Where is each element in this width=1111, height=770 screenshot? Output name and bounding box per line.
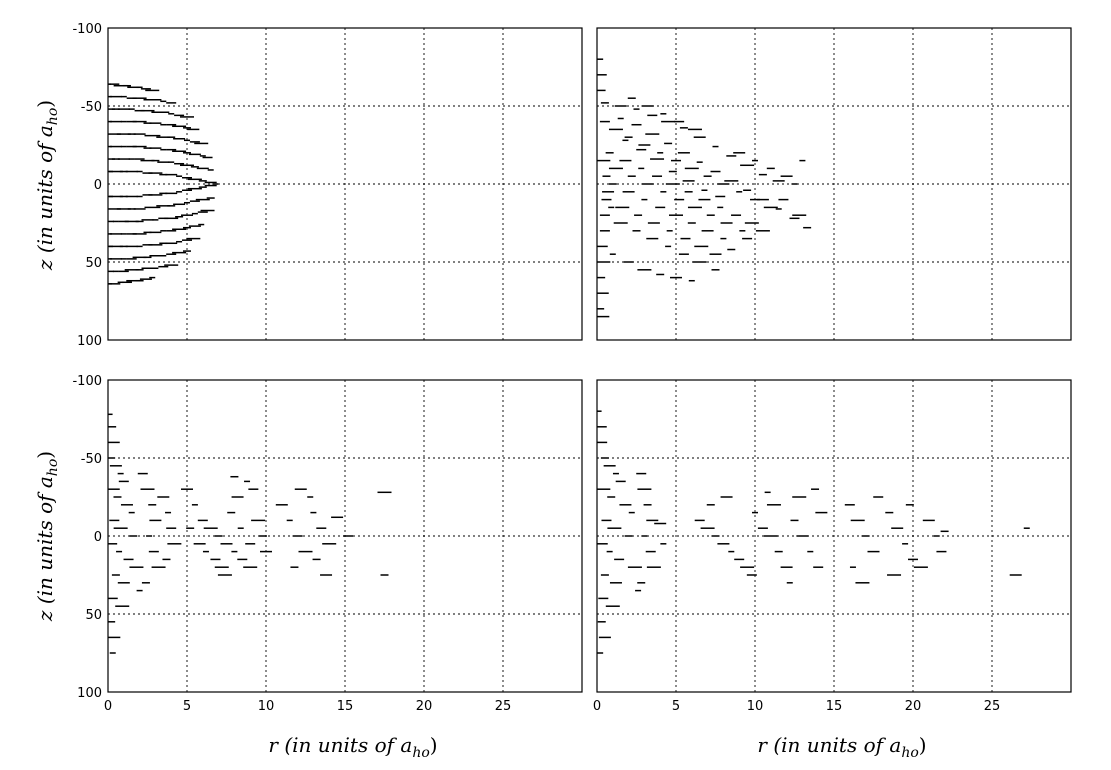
panel-top-right xyxy=(596,27,1072,341)
y-tick-label: 100 xyxy=(77,334,102,349)
x-tick-label: 10 xyxy=(258,699,275,714)
x-tick-label: 25 xyxy=(495,699,512,714)
series-bottom-left xyxy=(108,413,392,654)
y-tick-label: -100 xyxy=(72,374,102,389)
y-axis-label-top: z (in units of aho) xyxy=(33,100,61,271)
x-tick-label: 5 xyxy=(672,699,680,714)
x-tick-label: 20 xyxy=(905,699,922,714)
series-top-left xyxy=(108,83,219,285)
y-tick-label: -50 xyxy=(81,100,102,115)
y-tick-label: 100 xyxy=(77,686,102,701)
panel-top-left: -100 -50 0 50 100 xyxy=(72,22,583,349)
y-tick-label: 0 xyxy=(94,530,102,545)
y-tick-label: 0 xyxy=(94,178,102,193)
y-axis-label-bottom: z (in units of aho) xyxy=(33,451,61,622)
plot-frame xyxy=(107,379,583,693)
y-tick-label: -100 xyxy=(72,22,102,37)
x-tick-label: 15 xyxy=(826,699,843,714)
plot-frame xyxy=(107,27,583,341)
x-axis-label-right: r (in units of aho) xyxy=(757,733,926,761)
plot-frame xyxy=(596,27,1072,341)
x-tick-label: 0 xyxy=(104,699,112,714)
x-tick-label: 0 xyxy=(593,699,601,714)
x-tick-label: 20 xyxy=(416,699,433,714)
series-top-right xyxy=(597,58,812,318)
panel-bottom-right: 0 5 10 15 20 25 xyxy=(593,379,1072,714)
y-tick-label: 50 xyxy=(85,608,102,623)
plot-frame xyxy=(596,379,1072,693)
x-tick-label: 25 xyxy=(984,699,1001,714)
x-tick-label: 10 xyxy=(747,699,764,714)
x-axis-label-left: r (in units of aho) xyxy=(268,733,437,761)
x-tick-label: 5 xyxy=(183,699,191,714)
y-tick-label: -50 xyxy=(81,452,102,467)
x-tick-label: 15 xyxy=(337,699,354,714)
y-tick-label: 50 xyxy=(85,256,102,271)
series-bottom-right xyxy=(597,410,1030,654)
